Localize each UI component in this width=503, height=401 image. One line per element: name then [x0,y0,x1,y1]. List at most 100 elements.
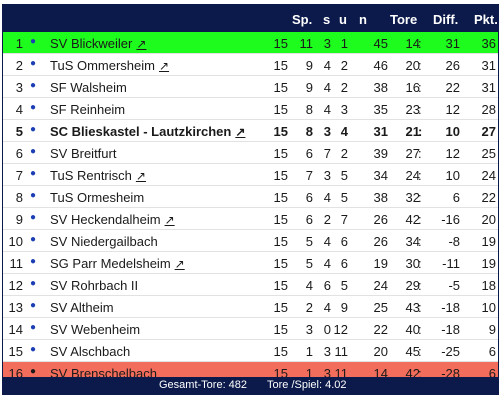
total-goals: Gesamt-Tore: 482 [159,379,248,391]
cell-sp: 15 [273,80,288,95]
cell-s: 9 [305,80,313,95]
cell-sp: 15 [273,344,288,359]
team-cell[interactable]: SV Blickweiler ↗ [50,36,146,51]
cell-pkt: 27 [481,124,496,139]
team-cell: SV Altheim [50,300,114,315]
cell-tf: 38 [373,190,388,205]
cell-u: 4 [323,256,331,271]
cell-sp: 15 [273,146,288,161]
cell-ta: 32 [405,190,420,205]
cell-u: 4 [323,190,331,205]
cell-tf: 26 [373,234,388,249]
cell-ta: 30 [405,256,420,271]
team-name[interactable]: SV Heckendalheim [50,212,161,227]
table-row: 15 ● SV Alschbach 15 1 3 11 20 45 -25 6: [3,340,498,362]
cell-s: 6 [305,212,313,227]
rank: 5 [15,124,23,139]
col-header-diff: Diff. [433,12,459,27]
table-row: 14 ● SV Webenheim 15 3 0 12 22 40 -18 9: [3,318,498,340]
cell-s: 7 [305,168,313,183]
team-name: SV Webenheim [50,322,141,337]
bullet-icon: ● [30,190,37,201]
cell-tf: 39 [373,146,388,161]
cell-ta: 24 [405,168,420,183]
cell-ta: 23 [405,102,420,117]
cell-u: 4 [323,58,331,73]
cell-s: 8 [305,102,313,117]
team-cell[interactable]: TuS Rentrisch ↗ [50,168,146,183]
external-link-icon[interactable]: ↗ [164,213,175,227]
cell-diff: 6 [452,190,460,205]
cell-tf: 22 [373,322,388,337]
cell-n: 2 [340,80,348,95]
score-separator: : [418,322,422,337]
score-separator: : [418,190,422,205]
cell-n: 5 [340,278,348,293]
cell-sp: 15 [273,300,288,315]
cell-ta: 43 [405,300,420,315]
team-name[interactable]: TuS Ommersheim [50,58,155,73]
cell-s: 4 [305,278,313,293]
cell-n: 3 [340,102,348,117]
team-name[interactable]: TuS Rentrisch [50,168,132,183]
table-header: Sp. s u n Tore Diff. Pkt. [3,5,498,32]
cell-u: 4 [323,300,331,315]
team-name[interactable]: SG Parr Medelsheim [50,256,171,271]
cell-s: 5 [305,256,313,271]
external-link-icon[interactable]: ↗ [235,125,246,139]
cell-pkt: 19 [481,256,496,271]
cell-tf: 38 [373,80,388,95]
cell-ta: 45 [405,344,420,359]
team-cell[interactable]: SG Parr Medelsheim ↗ [50,256,185,271]
cell-n: 5 [340,168,348,183]
cell-diff: 12 [445,146,460,161]
rank: 12 [8,278,23,293]
team-name[interactable]: SV Blickweiler [50,36,133,51]
cell-s: 1 [305,366,313,381]
cell-sp: 15 [273,256,288,271]
score-separator: : [418,300,422,315]
bullet-icon: ● [30,344,37,355]
team-cell[interactable]: SC Blieskastel - Lautzkirchen ↗ [50,124,245,139]
external-link-icon[interactable]: ↗ [174,257,185,271]
cell-pkt: 25 [481,146,496,161]
external-link-icon[interactable]: ↗ [158,59,170,73]
cell-n: 4 [340,124,348,139]
external-link-icon[interactable]: ↗ [136,37,147,51]
cell-diff: -16 [441,212,460,227]
cell-sp: 15 [273,322,288,337]
bullet-icon: ● [30,366,37,377]
team-name: TuS Ormesheim [50,190,145,205]
team-name[interactable]: SC Blieskastel - Lautzkirchen [50,124,232,139]
cell-ta: 14 [405,36,420,51]
cell-ta: 21 [405,124,420,139]
cell-u: 0 [323,322,331,337]
table-row: 1 ● SV Blickweiler ↗ 15 11 3 1 45 14 31 36: [3,32,498,54]
bullet-icon: ● [30,322,37,333]
score-separator: : [418,102,422,117]
table-row: 7 ● TuS Rentrisch ↗ 15 7 3 5 34 24 10 24: [3,164,498,186]
bullet-icon: ● [30,168,37,179]
cell-tf: 20 [373,344,388,359]
col-header-s: s [323,12,331,27]
external-link-icon[interactable]: ↗ [135,169,146,183]
cell-ta: 16 [405,80,420,95]
cell-diff: 10 [445,124,460,139]
cell-s: 3 [305,322,313,337]
cell-u: 7 [323,146,331,161]
bullet-icon: ● [30,212,37,223]
team-cell[interactable]: TuS Ommersheim ↗ [50,58,169,73]
score-separator: : [418,36,422,51]
team-cell: SV Rohrbach II [50,278,138,293]
team-cell: SF Reinheim [50,102,125,117]
cell-pkt: 6 [488,366,496,381]
table-row: 5 ● SC Blieskastel - Lautzkirchen ↗ 15 8 3 4 31 2… [3,120,498,142]
bullet-icon: ● [30,256,37,267]
score-separator: : [418,146,422,161]
cell-diff: -18 [441,322,460,337]
cell-s: 6 [305,190,313,205]
team-cell[interactable]: SV Heckendalheim ↗ [50,212,175,227]
cell-n: 2 [340,146,348,161]
cell-tf: 24 [373,278,388,293]
cell-u: 3 [323,36,331,51]
